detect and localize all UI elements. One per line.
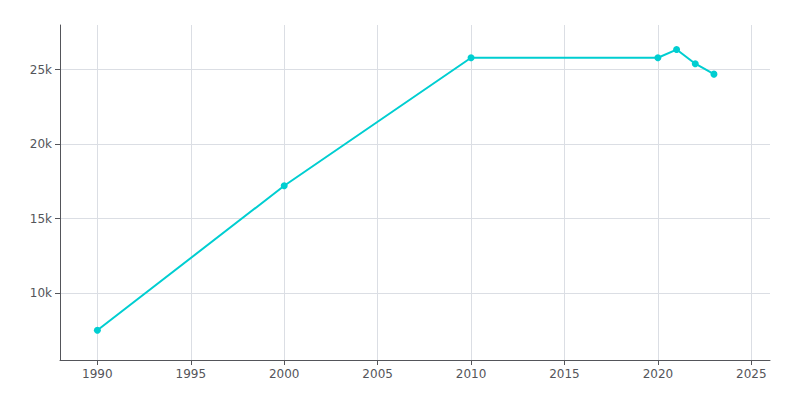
svg-text:1995: 1995 <box>176 367 207 381</box>
svg-text:2020: 2020 <box>643 367 674 381</box>
svg-text:10k: 10k <box>30 286 52 300</box>
svg-text:2010: 2010 <box>456 367 487 381</box>
svg-text:20k: 20k <box>30 137 52 151</box>
svg-text:2005: 2005 <box>362 367 393 381</box>
svg-text:15k: 15k <box>30 212 52 226</box>
svg-text:2000: 2000 <box>269 367 300 381</box>
svg-text:25k: 25k <box>30 63 52 77</box>
svg-text:1990: 1990 <box>82 367 113 381</box>
svg-text:2025: 2025 <box>736 367 767 381</box>
svg-text:2015: 2015 <box>549 367 580 381</box>
